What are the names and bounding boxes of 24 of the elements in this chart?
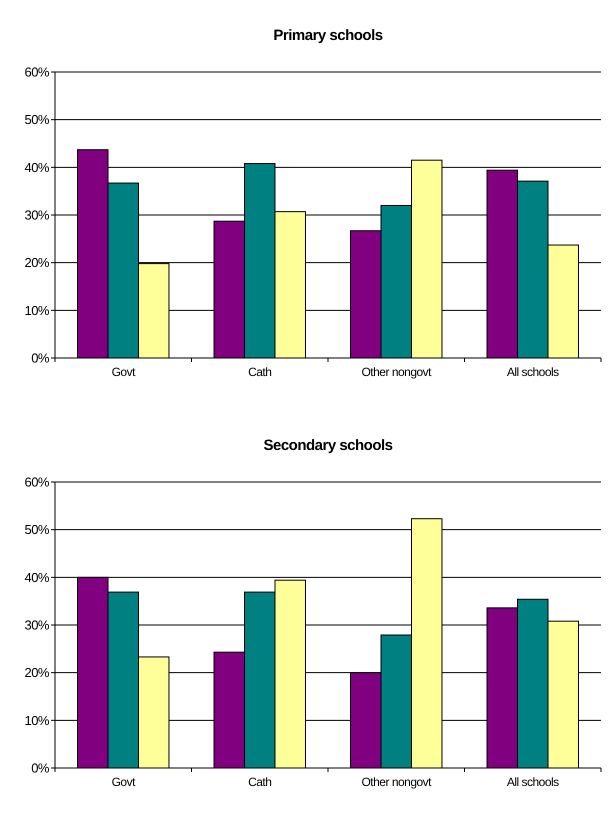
chart-title: Primary schools — [273, 27, 383, 44]
chart-title: Secondary schools — [263, 437, 393, 454]
x-tick-label: All schools — [506, 365, 560, 379]
y-tick-label: 30% — [24, 208, 50, 223]
y-tick-label: 30% — [24, 618, 50, 633]
y-tick-label: 10% — [24, 712, 50, 728]
y-tick-label: 60% — [24, 474, 50, 490]
y-tick-label: 50% — [24, 522, 50, 538]
x-tick-label: Govt — [112, 365, 136, 379]
y-tick-label: 60% — [24, 64, 50, 80]
y-tick-label: 20% — [24, 255, 50, 270]
y-tick-label: 0% — [31, 760, 50, 776]
y-tick-label: 20% — [24, 665, 50, 680]
x-tick-label: Cath — [248, 365, 272, 379]
y-tick-label: 10% — [24, 302, 50, 318]
x-tick-label: Cath — [248, 775, 272, 789]
x-tick-label: Other nongovt — [361, 365, 432, 379]
x-tick-label: Govt — [112, 775, 136, 789]
y-tick-label: 40% — [24, 160, 50, 175]
y-tick-label: 0% — [31, 350, 50, 366]
y-tick-label: 40% — [24, 570, 50, 585]
y-tick-label: 50% — [24, 112, 50, 128]
x-tick-label: All schools — [506, 775, 560, 789]
x-tick-label: Other nongovt — [361, 775, 432, 789]
